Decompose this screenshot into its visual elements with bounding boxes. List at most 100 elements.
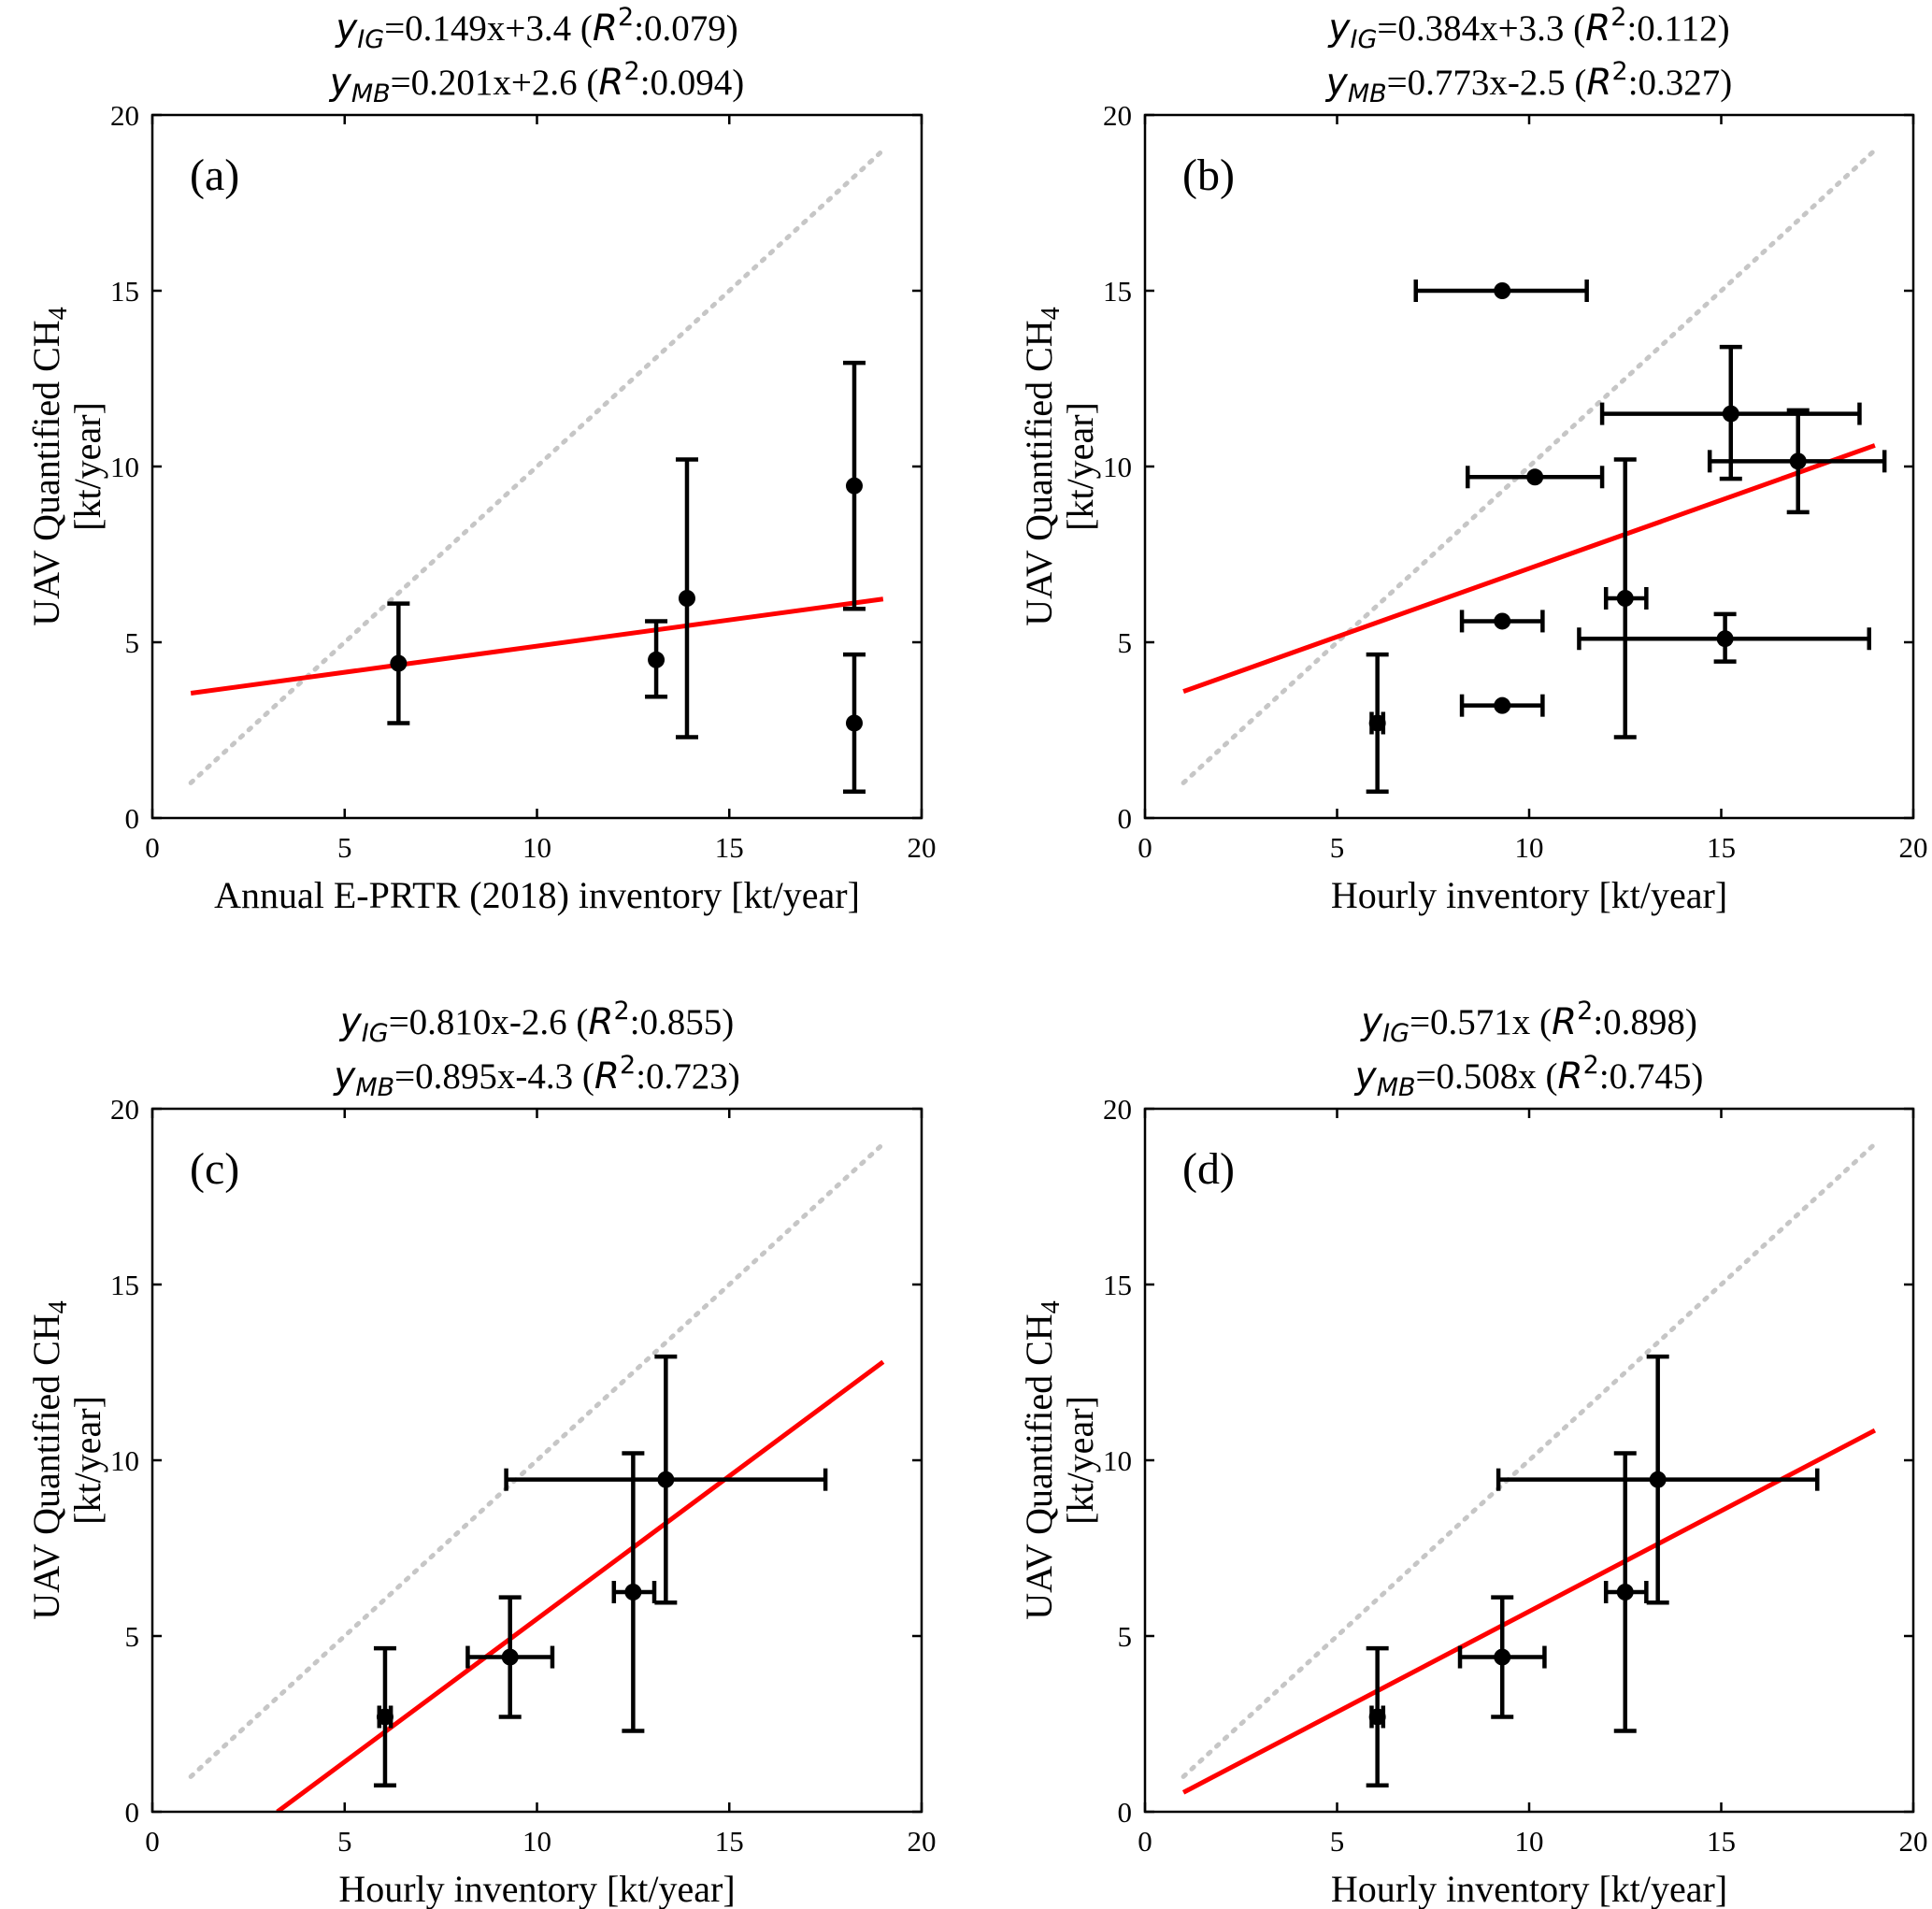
title-line-2: yMB=0.201x+2.6 (R2:0.094)	[329, 57, 745, 108]
x-tick-label: 5	[337, 831, 352, 864]
title-line-1: yIG=0.571x (R2:0.898)	[1360, 997, 1697, 1048]
x-tick-label: 0	[145, 1825, 160, 1858]
data-marker	[1494, 1648, 1511, 1666]
y-tick-label: 15	[110, 1269, 139, 1301]
data-point-2	[465, 1595, 555, 1719]
y-tick-label: 5	[125, 1620, 140, 1653]
title-equation: =0.149x+3.4 (	[384, 8, 593, 49]
x-tick-label: 10	[522, 831, 551, 864]
y-tick-label: 0	[1118, 1796, 1133, 1829]
x-tick-label: 5	[1330, 831, 1345, 864]
title-superscript: 2	[1612, 57, 1628, 86]
fit-line	[190, 596, 884, 696]
panel-a: yIG=0.149x+3.4 (R2 :0.079) yMB=0.201x+2.6 …	[25, 3, 937, 916]
y-tick-label: 10	[1103, 1444, 1132, 1477]
y-axis-label-text: UAV Quantified CH	[1018, 1313, 1060, 1619]
data-marker	[1789, 452, 1807, 470]
identity-line	[1181, 148, 1878, 785]
title-r2-value: :0.079)	[634, 8, 738, 49]
title-equation: =0.508x (	[1416, 1056, 1558, 1097]
y-axis-label-line-2: [kt/year]	[1059, 402, 1101, 531]
y-axis-label-line-1: UAV Quantified CH4	[25, 1300, 73, 1619]
data-marker	[1722, 405, 1739, 423]
y-tick-label: 10	[1103, 451, 1132, 483]
fit-line	[1181, 1428, 1877, 1795]
y-tick-label: 10	[110, 451, 139, 483]
x-axis-label: Hourly inventory [kt/year]	[1331, 874, 1727, 916]
data-marker	[1368, 714, 1386, 732]
x-tick-label: 15	[1707, 1825, 1736, 1858]
y-tick-label: 5	[1118, 1620, 1133, 1653]
y-axis-label-line-2: [kt/year]	[1059, 1396, 1101, 1525]
y-axis-label-subscript: 4	[1037, 1300, 1066, 1313]
data-point-8	[1459, 694, 1545, 717]
title-var: y	[339, 1001, 363, 1043]
y-axis-label-text: UAV Quantified CH	[25, 1313, 67, 1619]
data-point-4	[842, 360, 866, 611]
title-superscript: 2	[1577, 997, 1593, 1026]
data-point-3	[611, 1451, 657, 1733]
title-r2-value: :0.327)	[1628, 63, 1733, 103]
title-subscript: MB	[1348, 79, 1387, 108]
x-tick-label: 20	[908, 831, 937, 864]
y-axis-label-line-1: UAV Quantified CH4	[1018, 1300, 1066, 1619]
title-r2-value: :0.898)	[1593, 1002, 1697, 1042]
data-point-4	[1465, 466, 1605, 489]
data-marker	[1616, 1584, 1634, 1600]
title-line-2: yMB=0.508x (R2:0.745)	[1354, 1051, 1704, 1102]
x-tick-label: 15	[1707, 831, 1736, 864]
data-marker	[845, 477, 863, 495]
data-marker	[1494, 612, 1511, 630]
data-point-2	[645, 619, 668, 699]
panel-label: (d)	[1182, 1144, 1235, 1194]
identity-line	[1181, 1141, 1878, 1779]
y-tick-label: 5	[1118, 626, 1133, 659]
y-tick-label: 5	[125, 626, 140, 659]
x-tick-label: 5	[1330, 1825, 1345, 1858]
y-axis-label-subscript: 4	[44, 307, 73, 320]
title-equation: =0.773x-2.5 (	[1387, 63, 1587, 103]
title-var: y	[1325, 62, 1349, 104]
fit-line	[1182, 443, 1876, 694]
y-axis-label-subscript: 4	[44, 1300, 73, 1313]
title-subscript: IG	[357, 25, 384, 54]
x-tick-label: 5	[337, 1825, 352, 1858]
data-point-1	[1413, 280, 1589, 302]
title-line-2: yMB=0.895x-4.3 (R2:0.723)	[333, 1051, 740, 1102]
panel-label: (b)	[1182, 151, 1235, 200]
data-point-6	[1459, 610, 1545, 633]
title-r: R	[1585, 7, 1610, 50]
title-superscript: 2	[620, 1051, 636, 1080]
data-marker	[1494, 696, 1511, 714]
data-marker	[1616, 590, 1634, 607]
title-r: R	[1586, 62, 1611, 104]
y-tick-label: 0	[1118, 802, 1133, 835]
title-subscript: MB	[351, 79, 391, 108]
y-tick-label: 20	[110, 1093, 139, 1126]
title-subscript: MB	[355, 1073, 394, 1102]
title-r: R	[593, 7, 618, 50]
x-axis-label: Hourly inventory [kt/year]	[338, 1868, 735, 1909]
y-tick-label: 0	[125, 802, 140, 835]
title-r: R	[1558, 1055, 1583, 1098]
x-tick-label: 15	[715, 831, 744, 864]
identity-line	[188, 148, 886, 785]
title-r: R	[598, 62, 623, 104]
x-axis-label: Hourly inventory [kt/year]	[1331, 1868, 1727, 1909]
x-tick-label: 0	[1138, 1825, 1152, 1858]
y-axis-label-line-2: [kt/year]	[66, 402, 108, 531]
title-var: y	[333, 1055, 356, 1098]
data-marker	[648, 651, 665, 668]
panel-label: (a)	[190, 151, 239, 200]
title-superscript: 2	[614, 997, 630, 1026]
y-axis-label-subscript: 4	[1037, 307, 1066, 320]
title-var: y	[335, 7, 358, 50]
title-superscript: 2	[624, 57, 640, 86]
x-tick-label: 15	[715, 1825, 744, 1858]
panel-d: yIG=0.571x (R2:0.898)yMB=0.508x (R2:0.74…	[1018, 997, 1928, 1909]
x-tick-label: 20	[908, 1825, 937, 1858]
title-r: R	[594, 1055, 620, 1098]
title-r2-value: :0.723)	[636, 1056, 740, 1097]
y-tick-label: 0	[125, 1796, 140, 1829]
